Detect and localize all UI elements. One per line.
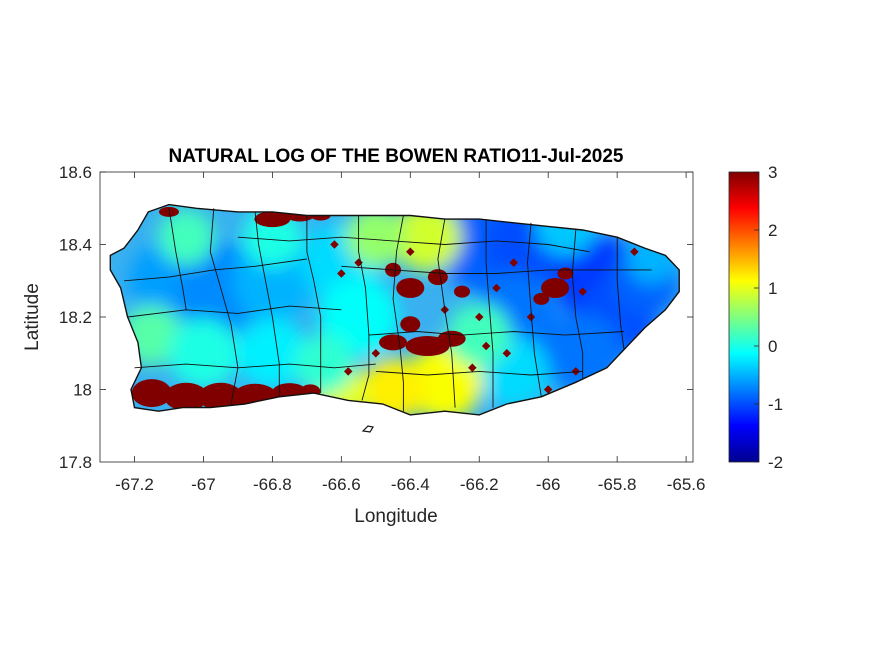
high-value-patch xyxy=(557,267,574,280)
y-tick-label: 17.8 xyxy=(59,453,92,472)
high-value-cell xyxy=(526,312,536,322)
high-value-patch xyxy=(541,278,570,298)
x-tick-label: -67 xyxy=(191,475,216,494)
high-value-patch xyxy=(379,334,408,351)
municipality-line xyxy=(527,222,542,397)
x-tick-label: -66.6 xyxy=(322,475,361,494)
municipality-line xyxy=(368,331,625,336)
high-value-patch xyxy=(427,269,448,286)
y-axis-label: Latitude xyxy=(22,283,43,351)
colorbar: 3 2 1 0 -1 -2 xyxy=(728,163,783,472)
high-value-patch xyxy=(164,382,209,411)
colorbar-tick-label: -2 xyxy=(768,453,783,472)
y-tick-label: 18.6 xyxy=(59,163,92,182)
colorbar-tick-label: 3 xyxy=(768,163,777,182)
chart-title: NATURAL LOG OF THE BOWEN RATIO11-Jul-202… xyxy=(169,146,624,167)
municipality-line xyxy=(209,208,239,405)
high-value-patch xyxy=(254,211,291,228)
x-tick-label: -66 xyxy=(536,475,561,494)
municipality-line xyxy=(168,208,187,310)
colorbar-gradient xyxy=(728,171,760,463)
y-tick-label: 18.4 xyxy=(59,236,92,255)
municipality-line xyxy=(437,219,456,408)
x-tick-label: -66.2 xyxy=(460,475,499,494)
high-value-cell xyxy=(509,258,518,267)
high-value-cell xyxy=(481,341,491,351)
high-value-cell xyxy=(468,363,477,372)
high-value-cell xyxy=(578,287,587,296)
colorbar-tick-label: -1 xyxy=(768,395,783,414)
high-value-cell xyxy=(406,247,415,256)
field-cell xyxy=(447,303,512,368)
colorbar-tick-label: 2 xyxy=(768,221,777,240)
high-value-cell xyxy=(492,283,501,293)
high-value-cell xyxy=(337,269,346,278)
high-value-patch xyxy=(131,379,172,408)
field-cell xyxy=(237,318,308,389)
y-tick-label: 18.2 xyxy=(59,308,92,327)
municipality-line xyxy=(306,215,322,394)
field-cell xyxy=(294,334,355,395)
field-cell xyxy=(318,277,399,357)
x-tick-label: -65.6 xyxy=(667,475,706,494)
island-map xyxy=(109,203,680,433)
x-tick-label: -67.2 xyxy=(115,475,154,494)
municipality-line xyxy=(341,265,652,274)
municipality-line xyxy=(485,219,494,408)
municipality-line xyxy=(134,363,376,369)
caja-de-muerto-island xyxy=(361,425,374,433)
high-value-cell xyxy=(475,312,484,322)
municipality-line xyxy=(127,305,342,318)
colorbar-tick-label: 1 xyxy=(768,279,777,298)
colorbar-tick-label: 0 xyxy=(768,337,777,356)
y-tick-label: 18 xyxy=(73,381,92,400)
x-axis-label: Longitude xyxy=(354,506,437,527)
high-value-cell xyxy=(330,240,339,249)
high-value-cell xyxy=(571,367,581,376)
high-value-patch xyxy=(158,206,179,217)
municipality-line xyxy=(616,237,625,350)
field-cell xyxy=(158,209,215,266)
municipality-line xyxy=(124,258,307,282)
high-value-patch xyxy=(454,285,471,298)
municipality-line xyxy=(358,215,370,401)
y-axis: 18.6 18.4 18.2 18 17.8 xyxy=(59,163,693,472)
high-value-cell xyxy=(371,349,381,358)
field-cell xyxy=(345,207,406,268)
high-value-cell xyxy=(543,385,553,394)
x-tick-label: -65.8 xyxy=(598,475,637,494)
high-value-patch xyxy=(533,292,550,305)
municipality-line xyxy=(375,370,583,376)
high-value-patch xyxy=(400,316,421,333)
municipality-line xyxy=(392,215,404,412)
field-cell xyxy=(406,344,483,415)
x-tick-label: -66.8 xyxy=(253,475,292,494)
x-axis: -67.2 -67 -66.8 -66.6 -66.4 -66.2 -66 -65.8 -65.… xyxy=(115,172,705,494)
municipality-line xyxy=(571,229,584,379)
high-value-cell xyxy=(502,349,512,358)
high-value-patch xyxy=(396,278,425,298)
municipality-line xyxy=(237,236,590,253)
high-value-cell xyxy=(343,367,353,376)
island-outline xyxy=(109,203,680,416)
municipality-boundaries xyxy=(124,208,652,412)
high-value-patch xyxy=(198,382,243,411)
x-tick-label: -66.4 xyxy=(391,475,430,494)
field-cell xyxy=(168,318,239,389)
